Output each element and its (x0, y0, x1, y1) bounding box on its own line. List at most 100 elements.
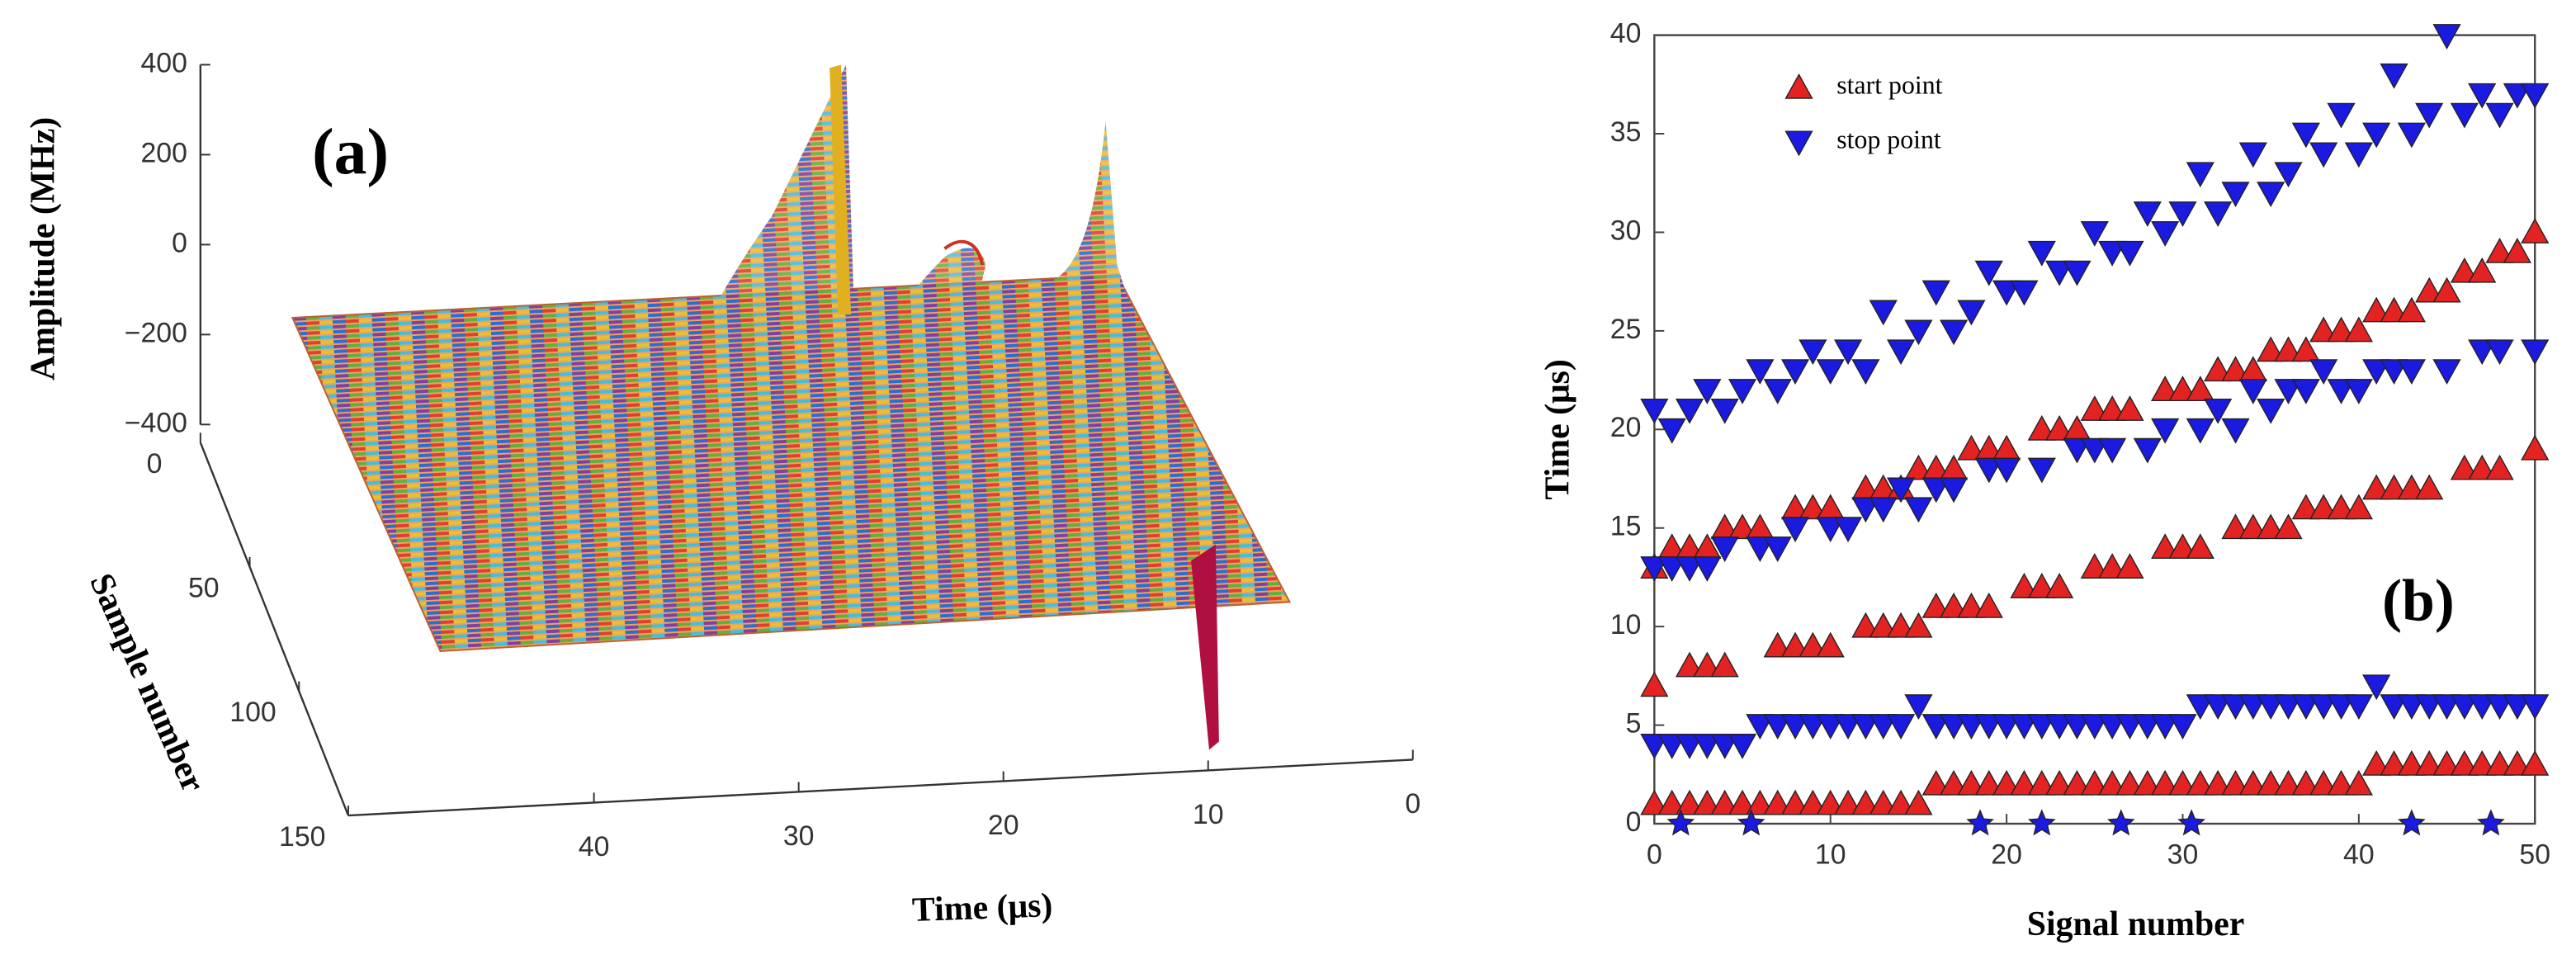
point (1693, 556, 1722, 582)
point (2362, 474, 2391, 500)
point (2186, 694, 2214, 721)
panel-label: (a) (312, 116, 389, 188)
point (2027, 714, 2056, 740)
point (2327, 316, 2356, 343)
point (2415, 474, 2444, 500)
x-tick-label: 40 (2343, 839, 2375, 871)
point (1974, 457, 2003, 484)
point (2151, 533, 2180, 560)
point (2415, 694, 2444, 721)
point (1869, 300, 1898, 326)
point (2344, 494, 2373, 520)
point (1763, 536, 1792, 562)
point (2309, 769, 2338, 796)
point (1886, 714, 1916, 740)
point (1798, 714, 1827, 740)
point (1904, 789, 1933, 815)
y-axis (199, 442, 350, 816)
point (2450, 102, 2479, 129)
point (2045, 769, 2074, 796)
point (2415, 749, 2444, 776)
point (2010, 714, 2039, 740)
point (2098, 769, 2127, 796)
point (2204, 201, 2233, 227)
point (2115, 395, 2144, 421)
point (1780, 714, 1810, 740)
point (2327, 102, 2356, 129)
point (2274, 694, 2303, 721)
point (2291, 379, 2320, 404)
x-tick-label: 20 (988, 810, 1019, 841)
legend-marker (1784, 73, 1813, 99)
point (2362, 122, 2391, 149)
point (2397, 359, 2426, 385)
point (2238, 379, 2267, 404)
point (2521, 434, 2550, 461)
point (1798, 631, 1827, 658)
point (2186, 533, 2214, 560)
point (1746, 714, 1775, 740)
waterfall-surface (291, 64, 1292, 750)
y-tick-label: 30 (1610, 215, 1642, 246)
point (2450, 749, 2479, 776)
point (2045, 260, 2074, 286)
y-tick-label: 35 (1610, 116, 1642, 148)
point (2045, 573, 2074, 598)
point (2221, 356, 2250, 382)
point (2168, 201, 2197, 227)
point (1869, 612, 1898, 638)
point (1851, 714, 1880, 740)
point (1992, 769, 2021, 796)
point (2098, 553, 2127, 579)
point (2221, 694, 2250, 721)
point (2344, 142, 2373, 168)
point (2432, 694, 2461, 721)
point (2397, 122, 2426, 149)
point (2380, 296, 2408, 323)
point (2063, 769, 2092, 796)
point (1780, 631, 1810, 658)
x-tick-label: 20 (1991, 839, 2022, 871)
x-tick-label: 0 (1405, 788, 1420, 820)
point (2168, 533, 2197, 560)
point (2168, 714, 2197, 740)
point (2432, 359, 2461, 385)
point (2027, 457, 2056, 484)
point (1728, 379, 1757, 404)
point (1974, 260, 2003, 286)
x-tick-label: 0 (1647, 839, 1662, 871)
point (1657, 556, 1686, 582)
point (1780, 359, 1810, 385)
point (2098, 395, 2127, 421)
point (1666, 809, 1695, 836)
point (1763, 631, 1792, 658)
y-tick-label: 100 (229, 697, 276, 728)
point (2380, 359, 2408, 385)
point (1816, 789, 1845, 815)
point (1710, 789, 1739, 815)
point (1974, 769, 2003, 796)
point (1904, 612, 1933, 638)
point (2309, 494, 2338, 520)
y-tick-label: 50 (188, 573, 220, 604)
point (1675, 734, 1704, 759)
point (1710, 536, 1739, 562)
point (2027, 809, 2056, 836)
point (2221, 513, 2250, 540)
point (2485, 237, 2514, 263)
point (2151, 714, 2180, 740)
point (2432, 276, 2461, 303)
point (2186, 769, 2214, 796)
point (1869, 714, 1898, 740)
point (1939, 714, 1969, 740)
point (2106, 809, 2135, 836)
point (2477, 809, 2505, 836)
point (2415, 102, 2444, 129)
point (2257, 398, 2285, 424)
point (1851, 789, 1880, 815)
legend-label: start point (1836, 71, 1942, 100)
point (2327, 379, 2356, 404)
point (2186, 418, 2214, 444)
y-tick-label: 20 (1610, 412, 1642, 443)
point (1851, 612, 1880, 638)
